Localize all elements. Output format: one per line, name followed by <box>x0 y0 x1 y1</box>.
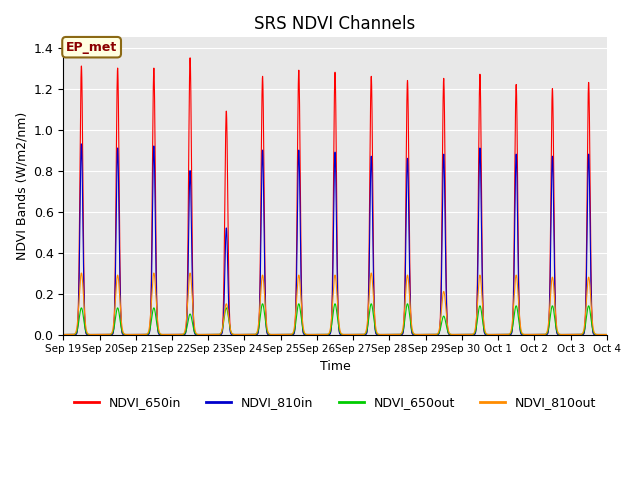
Text: EP_met: EP_met <box>66 41 117 54</box>
Title: SRS NDVI Channels: SRS NDVI Channels <box>254 15 415 33</box>
X-axis label: Time: Time <box>319 360 350 373</box>
Legend: NDVI_650in, NDVI_810in, NDVI_650out, NDVI_810out: NDVI_650in, NDVI_810in, NDVI_650out, NDV… <box>68 391 601 414</box>
Y-axis label: NDVI Bands (W/m2/nm): NDVI Bands (W/m2/nm) <box>15 112 28 260</box>
